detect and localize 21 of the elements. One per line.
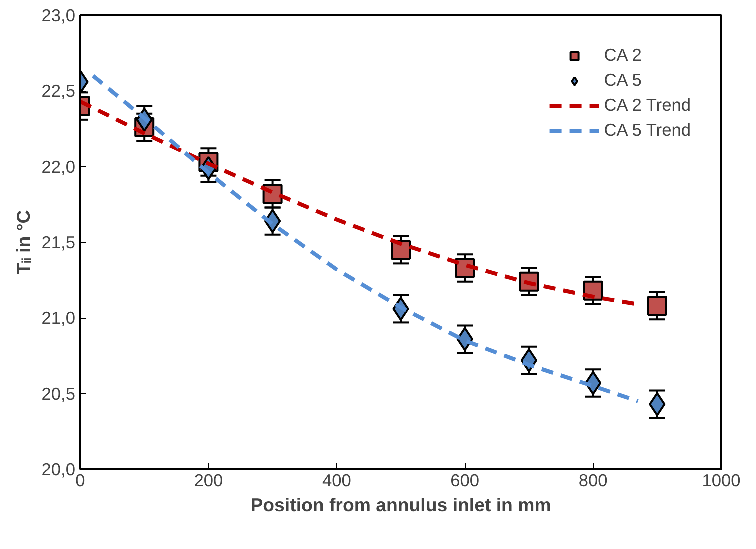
x-tick-label: 600	[450, 470, 480, 490]
y-tick-label: 20,0	[42, 460, 76, 480]
legend-label: CA 5	[604, 70, 642, 91]
legend-label: CA 2 Trend	[604, 95, 691, 116]
point	[647, 296, 668, 316]
y-tick-label: 21,5	[42, 232, 76, 252]
x-tick-label: 400	[322, 470, 352, 490]
x-tick-label: 1000	[702, 470, 741, 490]
y-tick-label: 23,0	[42, 6, 76, 26]
x-tick-label: 200	[194, 470, 224, 490]
x-axis-title: Position from annulus inlet in mm	[250, 494, 552, 516]
y-tick-label: 22,5	[42, 81, 76, 102]
legend-label: CA 5 Trend	[604, 120, 691, 141]
y-axis-title: Tᵢᵢ in °C	[12, 210, 34, 275]
y-tick-label: 22,0	[42, 156, 76, 177]
y-tick-label: 20,5	[42, 384, 76, 404]
x-tick-label: 0	[76, 470, 86, 490]
line-series	[91, 74, 640, 404]
x-tick-label: 800	[578, 470, 608, 490]
legend-label: CA 2	[604, 45, 642, 66]
y-tick-label: 21,0	[42, 308, 76, 328]
